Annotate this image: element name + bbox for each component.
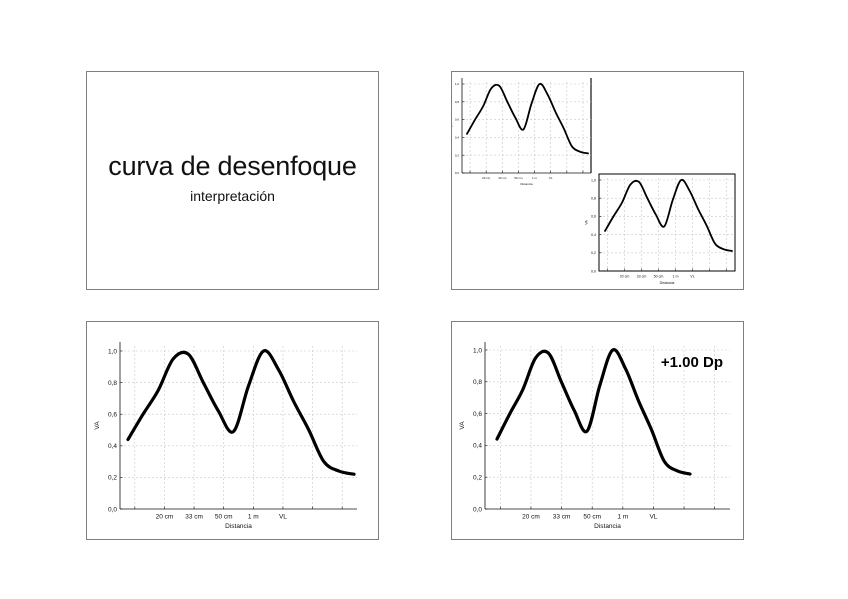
defocus-curve-chart-dp: 0,0 0,2 0,4 0,6 0,8 1,0 20 cm 33 cm 50 cm 1 m VL Di… — [459, 342, 730, 530]
x-tick-label: 1 m — [673, 275, 679, 279]
x-tick-label: 1 m — [248, 514, 259, 521]
slide-subtitle-text: interpretación — [190, 188, 275, 204]
va-curve — [495, 348, 692, 476]
dioptre-label: +1.00 Dp — [660, 354, 723, 371]
y-axis-label: VA — [94, 421, 101, 430]
chart-small-front: 0,0 0,2 0,4 0,6 0,8 1,0 20 cm 33 cm 50 cm 1 m VL Di… — [584, 173, 736, 285]
x-tick-label: 20 cm — [522, 514, 540, 521]
x-tick-label: 50 cm — [514, 176, 523, 180]
y-tick-label: 1,0 — [108, 348, 117, 355]
x-tick-label: 50 cm — [654, 275, 664, 279]
y-tick-label: 1,0 — [455, 82, 460, 86]
slide-chart-overlap[interactable]: 0,0 0,2 0,4 0,6 0,8 1,0 20 cm 33 cm 50 cm 1 m VL Di… — [451, 71, 744, 290]
x-tick-label: VL — [690, 275, 694, 279]
small-chart-back-svg: 0,0 0,2 0,4 0,6 0,8 1,0 20 cm 33 cm 50 cm 1 m VL Di… — [451, 78, 592, 186]
x-tick-label: 50 cm — [215, 514, 233, 521]
y-tick-label: 0,8 — [473, 379, 482, 386]
slide-title[interactable]: curva de desenfoque interpretación — [86, 71, 379, 290]
small-chart-front-svg: 0,0 0,2 0,4 0,6 0,8 1,0 20 cm 33 cm 50 cm 1 m VL Di… — [584, 173, 736, 285]
y-axis-label: VA — [451, 124, 453, 128]
x-tick-label: 50 cm — [583, 514, 601, 521]
slide-title-text: curva de desenfoque — [108, 151, 357, 181]
y-tick-label: 0,0 — [591, 269, 596, 273]
va-curve — [604, 178, 733, 252]
y-tick-label: 0,6 — [591, 215, 596, 219]
y-tick-label: 0,2 — [591, 251, 596, 255]
y-tick-label: 0,8 — [591, 196, 596, 200]
x-tick-label: 33 cm — [553, 514, 571, 521]
y-tick-label: 0,0 — [108, 506, 117, 513]
x-axis-label: Distancia — [660, 281, 675, 285]
y-tick-label: 0,6 — [473, 411, 482, 418]
y-tick-label: 0,4 — [591, 233, 596, 237]
x-tick-label: 20 cm — [620, 275, 630, 279]
y-tick-label: 0,0 — [473, 506, 482, 513]
x-tick-label: VL — [549, 176, 553, 180]
y-tick-label: 0,4 — [455, 135, 460, 139]
x-tick-label: 1 m — [617, 514, 628, 521]
slide-chart-large[interactable]: 0,0 0,2 0,4 0,6 0,8 1,0 20 cm 33 cm 50 cm 1 m VL Di… — [86, 321, 379, 540]
y-tick-label: 0,8 — [108, 380, 117, 387]
defocus-curve-chart: 0,0 0,2 0,4 0,6 0,8 1,0 20 cm 33 cm 50 cm 1 m VL Di… — [94, 342, 357, 530]
y-tick-label: 0,2 — [473, 474, 482, 481]
y-tick-label: 0,4 — [473, 443, 482, 450]
x-axis-label: Distancia — [520, 182, 533, 186]
y-axis-label: VA — [584, 220, 588, 225]
y-tick-label: 0,0 — [455, 171, 460, 175]
chart-large-2: 0,0 0,2 0,4 0,6 0,8 1,0 20 cm 33 cm 50 cm 1 m VL Di… — [459, 342, 730, 530]
x-tick-label: VL — [649, 514, 657, 521]
y-tick-label: 0,2 — [455, 153, 460, 157]
y-axis-label: VA — [459, 421, 466, 430]
va-curve — [466, 82, 589, 155]
y-tick-label: 1,0 — [473, 347, 482, 354]
va-curve — [126, 349, 356, 476]
slide-chart-large-dp[interactable]: 0,0 0,2 0,4 0,6 0,8 1,0 20 cm 33 cm 50 cm 1 m VL Di… — [451, 321, 744, 540]
y-tick-label: 0,6 — [108, 411, 117, 418]
x-axis-label: Distancia — [225, 523, 252, 530]
chart-large-1: 0,0 0,2 0,4 0,6 0,8 1,0 20 cm 33 cm 50 cm 1 m VL Di… — [94, 342, 357, 530]
y-tick-label: 0,2 — [108, 475, 117, 482]
x-tick-label: 20 cm — [482, 176, 491, 180]
y-tick-label: 0,8 — [455, 100, 460, 104]
x-tick-label: VL — [279, 514, 287, 521]
x-tick-label: 33 cm — [637, 275, 647, 279]
x-tick-label: 33 cm — [185, 514, 203, 521]
y-tick-label: 0,6 — [455, 118, 460, 122]
x-axis-label: Distancia — [594, 523, 621, 530]
x-tick-label: 20 cm — [156, 514, 174, 521]
x-tick-label: 33 cm — [498, 176, 507, 180]
y-tick-label: 0,4 — [108, 443, 117, 450]
chart-small-back: 0,0 0,2 0,4 0,6 0,8 1,0 20 cm 33 cm 50 cm 1 m VL Di… — [451, 78, 592, 186]
x-tick-label: 1 m — [532, 176, 538, 180]
y-tick-label: 1,0 — [591, 178, 596, 182]
